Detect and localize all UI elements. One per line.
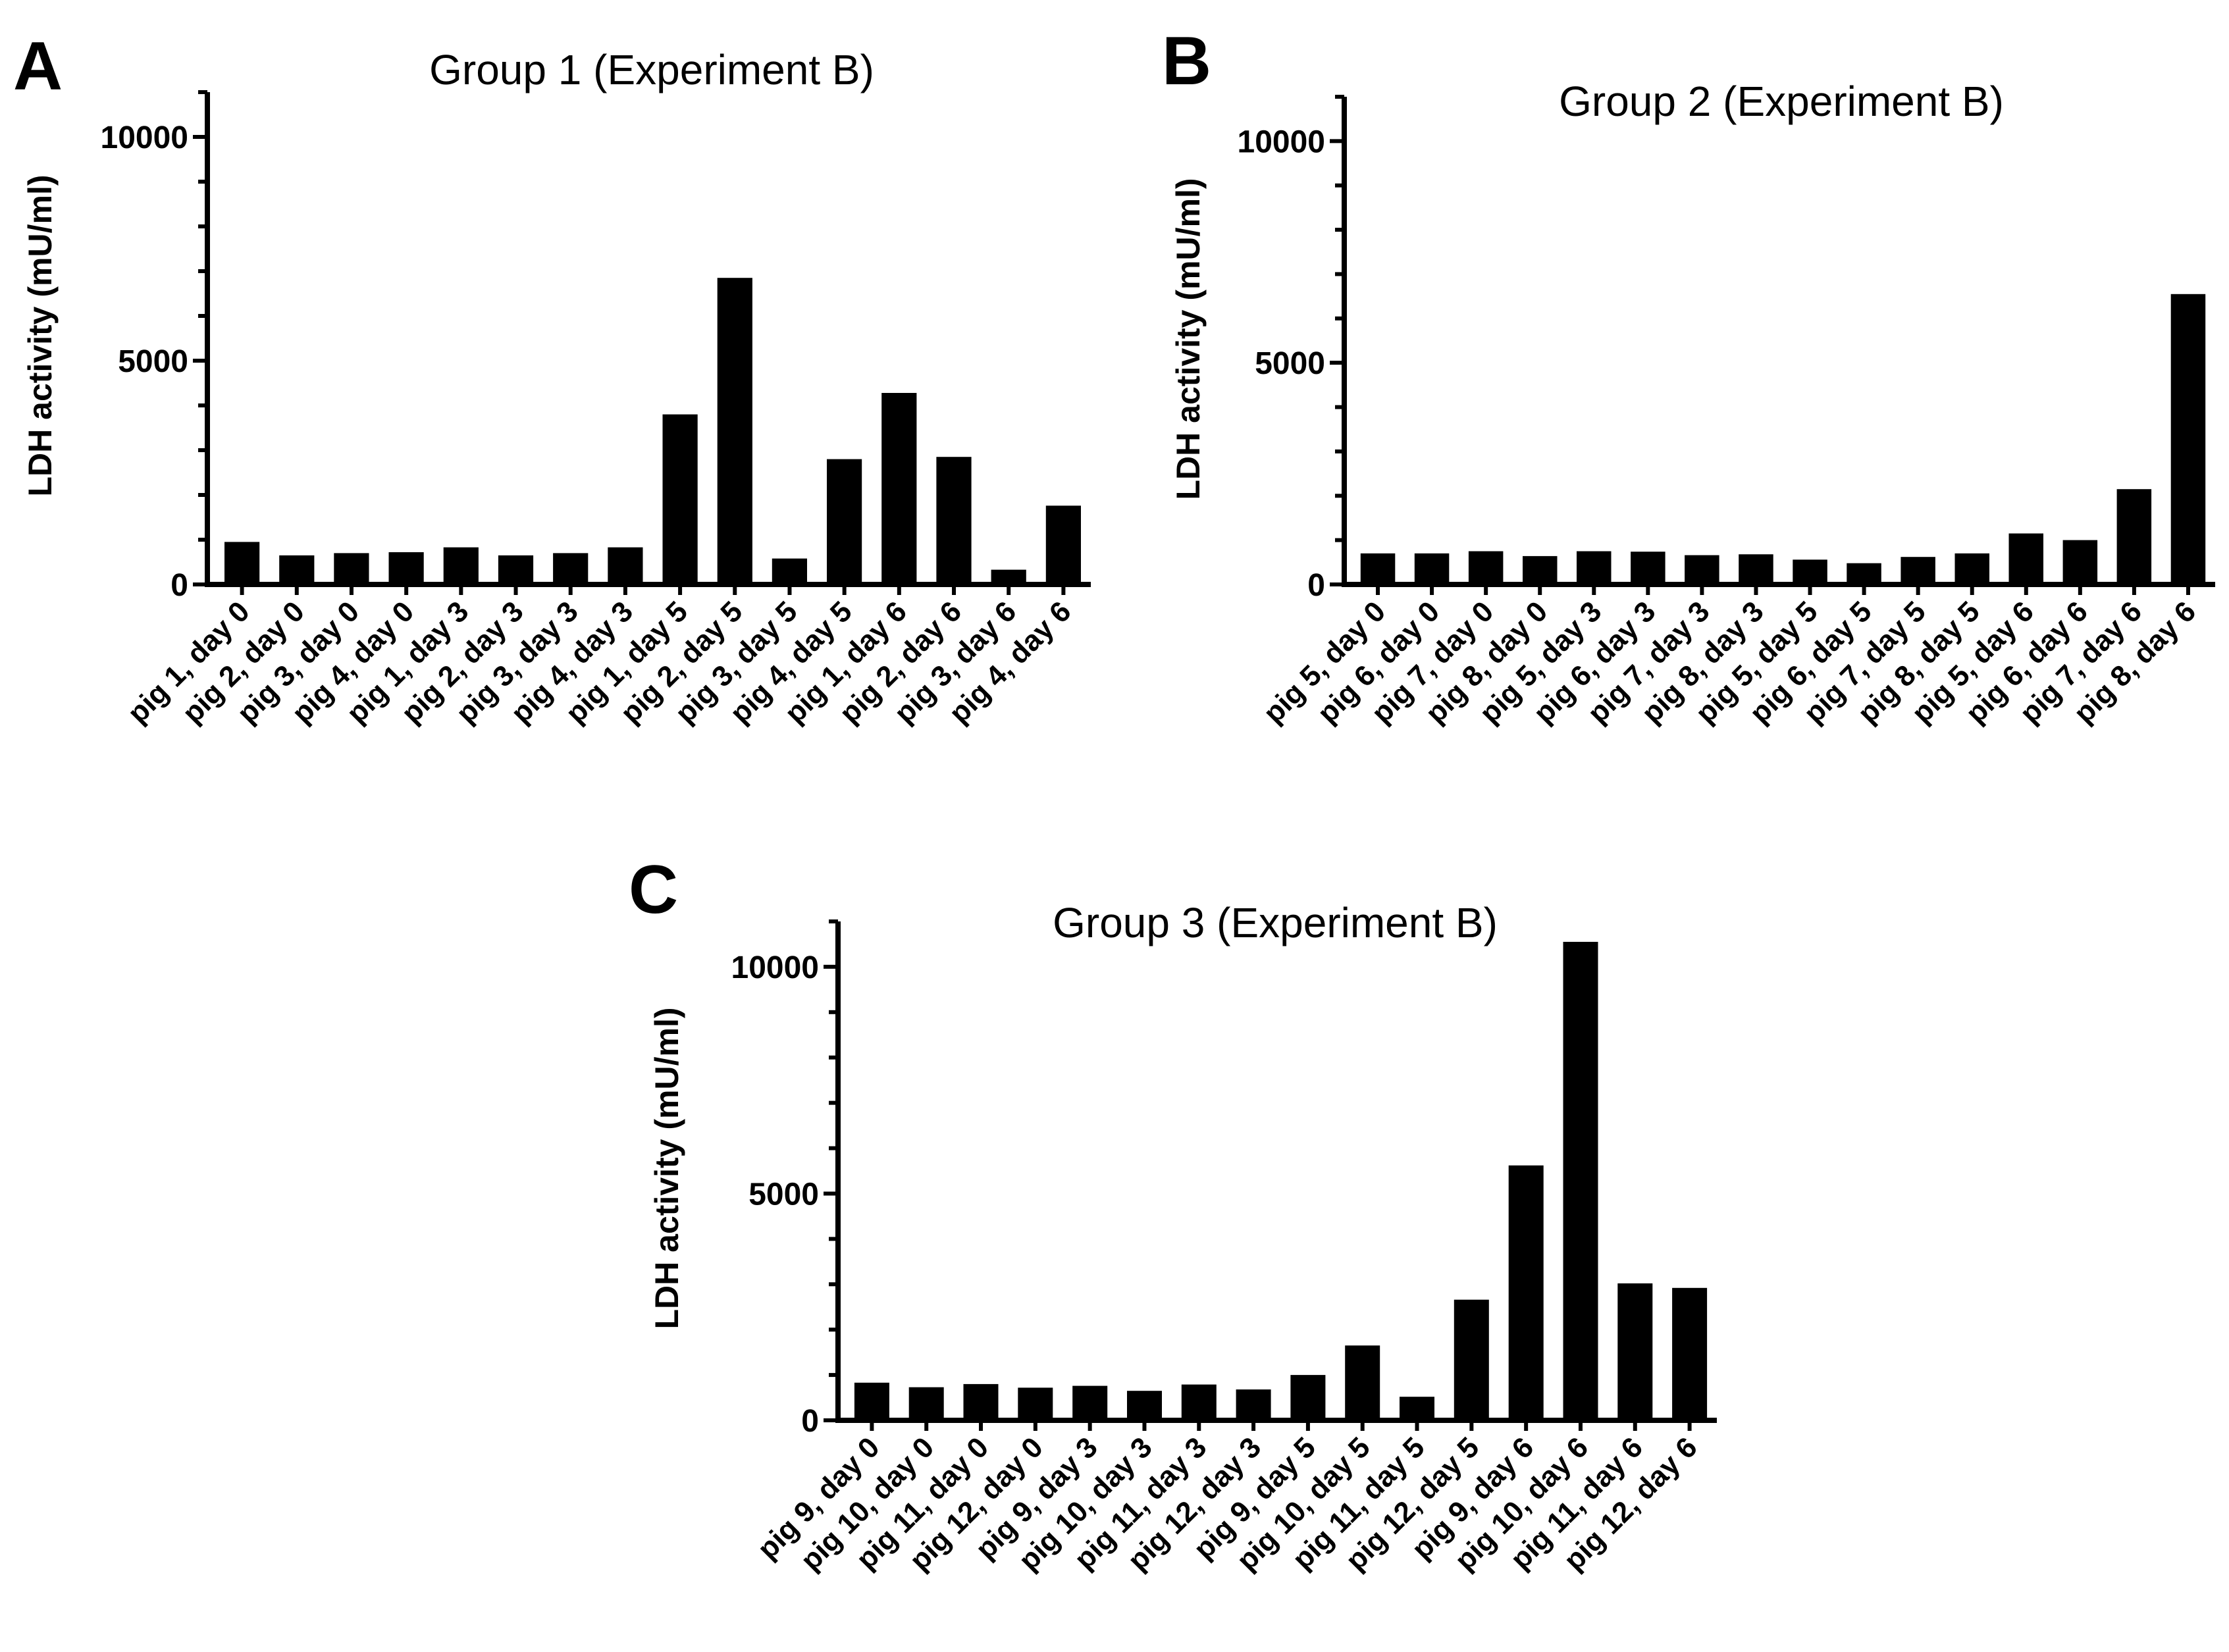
panel-a: A Group 1 (Experiment B) LDH activity (m… [13, 28, 1091, 730]
bar [334, 553, 369, 584]
panel-letter-b: B [1162, 23, 1211, 99]
panel-letter-a: A [13, 28, 63, 105]
panel-letter-c: C [629, 852, 678, 928]
bar [2170, 294, 2206, 584]
bars-b [1360, 294, 2206, 584]
bar [1072, 1385, 1108, 1420]
y-tick-label: 10000 [1238, 124, 1325, 159]
y-axis-label-a: LDH activity (mU/ml) [22, 175, 59, 497]
y-tick-label: 5000 [1255, 346, 1325, 381]
y-tick-label: 0 [1307, 568, 1325, 603]
bar [1181, 1384, 1217, 1420]
chart-title-c: Group 3 (Experiment B) [1053, 899, 1498, 946]
bar [553, 553, 589, 584]
panel-c: C Group 3 (Experiment B) LDH activity (m… [629, 852, 1717, 1577]
bar [717, 278, 752, 584]
bar [608, 547, 643, 584]
bar [2062, 540, 2098, 584]
bar [1617, 1283, 1653, 1420]
bar [2116, 489, 2152, 584]
y-axis-label-b: LDH activity (mU/ml) [1170, 178, 1207, 500]
bar [1577, 551, 1612, 584]
bar [908, 1387, 944, 1420]
bar [827, 459, 862, 584]
bar [963, 1383, 999, 1420]
bar [1360, 553, 1396, 584]
bar [1793, 559, 1827, 584]
bar [1045, 505, 1081, 584]
bar [772, 558, 807, 584]
bar [1739, 554, 1773, 584]
bar [1127, 1391, 1162, 1420]
y-ticks-b: 0 5000 10000 [1238, 95, 1344, 603]
y-ticks-a: 0 5000 10000 [101, 90, 207, 603]
y-tick-label: 10000 [731, 950, 819, 985]
bars-c [854, 942, 1708, 1420]
bar [443, 547, 479, 584]
bar [1236, 1389, 1271, 1420]
bar [662, 414, 698, 584]
bar [1414, 553, 1450, 584]
bar [881, 393, 917, 584]
y-tick-label: 5000 [748, 1177, 819, 1212]
y-tick-label: 5000 [118, 344, 188, 379]
bar [1631, 552, 1665, 584]
y-tick-label: 10000 [101, 120, 188, 155]
bar [1523, 555, 1558, 584]
y-tick-label: 0 [801, 1404, 819, 1439]
bar [1468, 551, 1504, 584]
bar [279, 555, 315, 584]
bar [1290, 1375, 1326, 1420]
bars-a [224, 278, 1081, 584]
bar [1685, 555, 1719, 584]
bar [2008, 533, 2043, 584]
chart-title-a: Group 1 (Experiment B) [429, 46, 874, 93]
bar [224, 542, 260, 584]
axes-b [1342, 97, 2215, 587]
bar [1508, 1165, 1544, 1420]
bar [1345, 1345, 1380, 1420]
panel-b: B Group 2 (Experiment B) LDH activity (m… [1162, 23, 2215, 730]
bar [1847, 563, 1881, 584]
bar [498, 555, 534, 584]
bar [1454, 1299, 1489, 1420]
y-axis-label-c: LDH activity (mU/ml) [648, 1008, 685, 1329]
bar [1954, 553, 1989, 584]
bar [1018, 1387, 1053, 1420]
bar [1672, 1287, 1708, 1420]
bar [1400, 1397, 1434, 1420]
y-ticks-c: 0 5000 10000 [731, 919, 838, 1439]
bar [854, 1382, 889, 1420]
chart-title-b: Group 2 (Experiment B) [1559, 78, 2004, 125]
bar [1563, 942, 1598, 1420]
bar [1901, 557, 1935, 584]
bar [991, 569, 1026, 584]
bar [388, 552, 424, 584]
y-tick-label: 0 [170, 568, 188, 603]
bar [936, 457, 972, 584]
